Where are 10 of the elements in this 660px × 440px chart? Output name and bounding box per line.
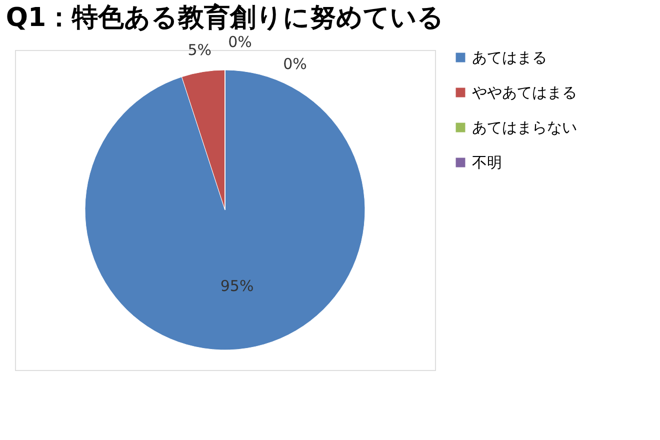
legend-label: あてはまらない (472, 118, 577, 136)
data-label: 95% (220, 277, 254, 296)
legend-label: ややあてはまる (472, 84, 577, 102)
text: 0% (283, 55, 307, 73)
pie-slice (84, 70, 366, 350)
text: 0% (228, 33, 252, 51)
chart-title: Q1：特色ある教育創りに努めている (6, 2, 444, 33)
legend-label: 不明 (472, 154, 502, 172)
data-label: 5% (188, 40, 212, 59)
legend-label: あてはまる (472, 48, 547, 66)
